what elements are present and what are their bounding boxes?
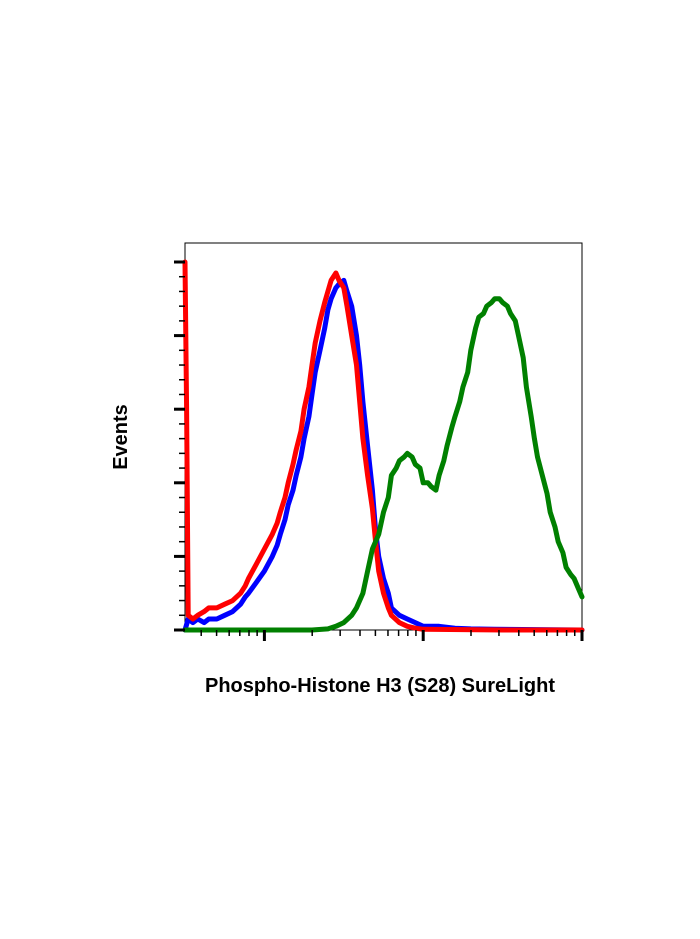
series-line-1 [182,277,585,633]
axis-layer [174,260,584,641]
series-line-3 [182,296,585,633]
series-line-2 [182,259,585,633]
plot-frame [184,242,583,631]
y-axis-label: Events [110,404,132,470]
x-axis-label: Phospho-Histone H3 (S28) SureLight [205,675,555,697]
series-layer [182,259,585,633]
